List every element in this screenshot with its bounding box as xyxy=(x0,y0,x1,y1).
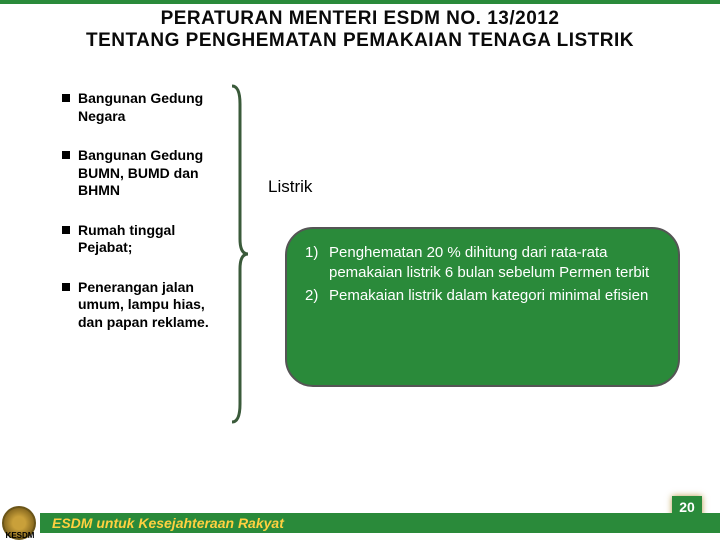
org-abbrev: KESDM xyxy=(0,531,40,540)
scope-list: Bangunan Gedung Negara Bangunan Gedung B… xyxy=(62,90,222,353)
bullet-icon xyxy=(62,283,70,291)
bullet-icon xyxy=(62,94,70,102)
listrik-label: Listrik xyxy=(268,177,312,197)
list-item-text: Bangunan Gedung BUMN, BUMD dan BHMN xyxy=(78,147,222,200)
list-item-text: Rumah tinggal Pejabat; xyxy=(78,222,222,257)
notes-item-text: Penghematan 20 % dihitung dari rata-rata… xyxy=(329,243,660,284)
notes-item: 1) Penghematan 20 % dihitung dari rata-r… xyxy=(305,243,660,284)
slide-content: Bangunan Gedung Negara Bangunan Gedung B… xyxy=(0,62,720,462)
list-item: Penerangan jalan umum, lampu hias, dan p… xyxy=(62,279,222,332)
notes-callout: 1) Penghematan 20 % dihitung dari rata-r… xyxy=(285,227,680,387)
list-item: Bangunan Gedung BUMN, BUMD dan BHMN xyxy=(62,147,222,200)
list-item-text: Bangunan Gedung Negara xyxy=(78,90,222,125)
slide-footer: KESDM ESDM untuk Kesejahteraan Rakyat xyxy=(0,506,720,540)
list-item-text: Penerangan jalan umum, lampu hias, dan p… xyxy=(78,279,222,332)
list-item: Rumah tinggal Pejabat; xyxy=(62,222,222,257)
bullet-icon xyxy=(62,226,70,234)
footer-tagline: ESDM untuk Kesejahteraan Rakyat xyxy=(52,515,284,531)
slide-header: PERATURAN MENTERI ESDM NO. 13/2012 TENTA… xyxy=(0,4,720,62)
notes-item-num: 1) xyxy=(305,243,329,284)
notes-item-text: Pemakaian listrik dalam kategori minimal… xyxy=(329,286,648,306)
notes-item: 2) Pemakaian listrik dalam kategori mini… xyxy=(305,286,660,306)
list-item: Bangunan Gedung Negara xyxy=(62,90,222,125)
title-line-1: PERATURAN MENTERI ESDM NO. 13/2012 xyxy=(8,8,712,30)
bullet-icon xyxy=(62,151,70,159)
title-line-2: TENTANG PENGHEMATAN PEMAKAIAN TENAGA LIS… xyxy=(8,30,712,52)
notes-item-num: 2) xyxy=(305,286,329,306)
footer-tagline-bar: ESDM untuk Kesejahteraan Rakyat xyxy=(40,513,720,533)
notes-list: 1) Penghematan 20 % dihitung dari rata-r… xyxy=(305,243,660,306)
grouping-bracket-icon xyxy=(230,84,248,424)
